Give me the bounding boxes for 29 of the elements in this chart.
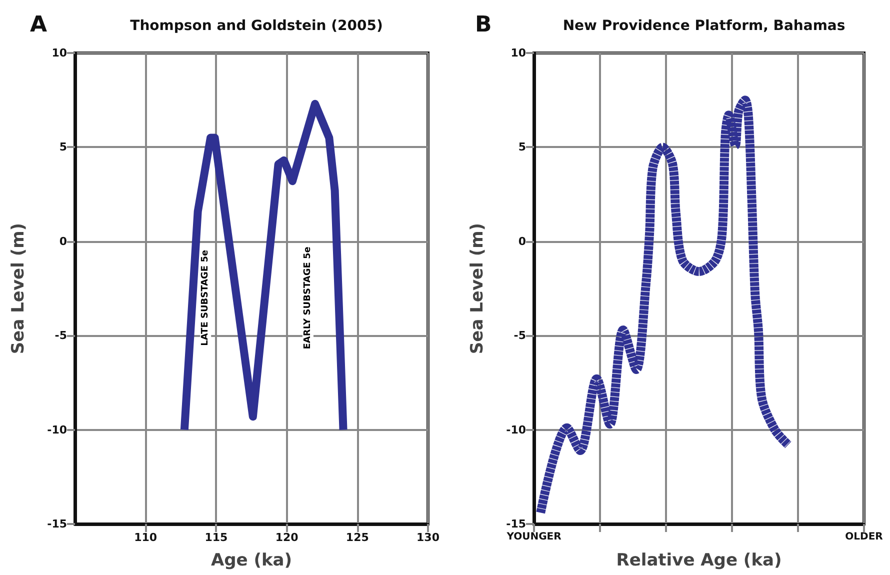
annotation: LATE SUBSTAGE 5e — [200, 250, 211, 346]
chart-title: Thompson and Goldstein (2005) — [130, 18, 383, 34]
y-tick-label: 0 — [59, 234, 68, 248]
x-tick-label: 110 — [134, 531, 158, 544]
y-tick-label: -5 — [514, 329, 526, 342]
x-tick-label: 130 — [416, 531, 440, 544]
y-tick-label: -5 — [54, 329, 67, 342]
y-axis-title: Sea Level (m) — [468, 222, 488, 354]
x-axis-title: Age (ka) — [210, 550, 292, 570]
y-tick-label: 5 — [59, 140, 67, 154]
text: A — [30, 12, 48, 38]
y-tick-label: -10 — [506, 423, 526, 436]
y-tick-label: -15 — [47, 518, 67, 530]
y-tick-label: 10 — [510, 46, 526, 60]
y-tick-label: 10 — [52, 46, 68, 60]
annotation: EARLY SUBSTAGE 5e — [302, 246, 313, 350]
x-tick-label: YOUNGER — [506, 532, 562, 542]
x-tick-label: OLDER — [845, 532, 884, 542]
y-tick-label: 0 — [518, 234, 526, 248]
x-tick-label: 115 — [204, 531, 228, 544]
x-tick-label: 120 — [275, 531, 299, 544]
y-tick-label: -15 — [506, 518, 526, 530]
y-tick-label: 5 — [518, 140, 526, 154]
x-axis-title: Relative Age (ka) — [616, 550, 782, 570]
y-tick-label: -10 — [47, 423, 68, 436]
chart-title: New Providence Platform, Bahamas — [562, 18, 846, 34]
y-axis-title: Sea Level (m) — [8, 222, 28, 354]
x-tick-label: 125 — [346, 531, 369, 544]
text: B — [475, 12, 492, 38]
